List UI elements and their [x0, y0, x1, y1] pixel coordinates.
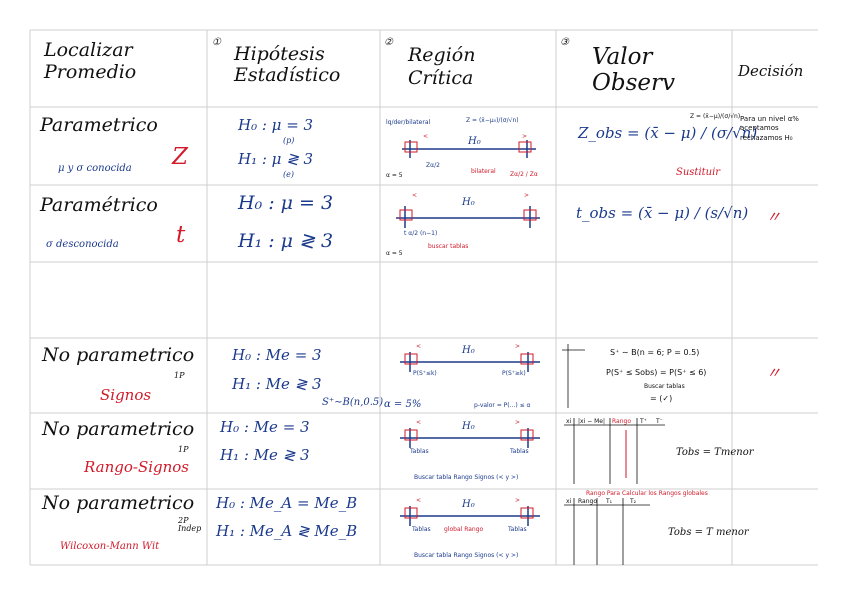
row6-rc-mid: global Rango	[444, 526, 484, 533]
row4-h0: H₀ : Me = 3	[232, 346, 322, 364]
row2-rc-right: >	[524, 192, 530, 199]
row2-rc-h0: H₀	[462, 197, 475, 208]
row4-rc-b2: P(S⁺≥k)	[502, 370, 526, 377]
row5-h1: H₁ : Me ≷ 3	[220, 446, 310, 464]
row1-h1: H₁ : μ ≷ 3	[238, 150, 314, 168]
header-hipotesis: Hipótesis Estadístico	[234, 43, 341, 86]
row6-rc-left: <	[416, 497, 422, 504]
row2-h0: H₀ : μ = 3	[238, 192, 334, 214]
row5-col-1: xi	[566, 418, 572, 425]
row4-val-note: Buscar tablas	[644, 383, 685, 390]
row1-rc-b2: bilateral	[471, 168, 496, 175]
row5-rc-left: <	[416, 419, 422, 426]
row4-rc-b1: P(S⁺≤k)	[413, 370, 437, 377]
row6-rc-note: Buscar tabla Rango Signos (< y >)	[414, 552, 519, 559]
row5-val-note: Tobs = Tmenor	[676, 447, 754, 458]
row5-col-3: Rango	[612, 418, 631, 425]
row6-h1: H₁ : Me_A ≷ Me_B	[216, 522, 358, 540]
header-num-2: ②	[384, 37, 393, 48]
row1-rc-h0: H₀	[468, 136, 481, 147]
row2-rc-b2: buscar tablas	[428, 243, 469, 250]
row6-rc-b2: Tablas	[508, 526, 527, 533]
row2-sub: σ desconocida	[46, 239, 119, 250]
row2-h1: H₁ : μ ≷ 3	[238, 230, 334, 252]
header-num-1: ①	[212, 37, 221, 48]
row5-rc-h0: H₀	[462, 421, 475, 432]
row1-val: Z_obs = (x̄ − μ) / (σ/√n)	[578, 124, 758, 142]
row1-val-note: Sustituir	[676, 167, 721, 178]
row6-val-note: Tobs = T menor	[668, 527, 749, 538]
row6-rc-b1: Tablas	[412, 526, 431, 533]
row1-title: Parametrico	[40, 114, 158, 136]
row4-tag: 1P	[174, 371, 185, 380]
row6-sub: Wilcoxon-Mann Wit	[60, 541, 160, 552]
row5-col-4: T⁺	[640, 418, 647, 425]
row1-h0: H₀ : μ = 3	[238, 116, 314, 134]
header-num-3: ③	[560, 37, 569, 48]
row5-rc-note: Buscar tabla Rango Signos (< y >)	[414, 474, 519, 481]
row5-sub: Rango-Signos	[84, 458, 190, 476]
row4-title: No parametrico	[42, 344, 195, 366]
row1-decision: Para un nivel α% aceptamos rechazamos H₀	[740, 115, 799, 142]
header-localizar: Localizar Promedio	[44, 39, 137, 83]
row1-sub: μ y σ conocida	[58, 163, 132, 174]
row4-dist: S⁺∼B(n,0.5)	[322, 397, 384, 408]
row4-h1: H₁ : Me ≷ 3	[232, 375, 322, 393]
row2-rc-left: <	[412, 192, 418, 199]
row6-rc-h0: H₀	[462, 499, 475, 510]
row2-val: t_obs = (x̄ − μ) / (s/√n)	[576, 204, 749, 222]
row1-h1-note: (e)	[283, 170, 294, 179]
row1-rc-b3: Zα/2 / Zα	[510, 171, 538, 178]
row1-rc-alpha: α = 5	[386, 172, 403, 179]
row4-rc-h0: H₀	[462, 345, 475, 356]
header-valor-observ: Valor Observ	[592, 44, 675, 97]
header-decision: Decisión	[738, 62, 804, 80]
row4-rc-left: <	[416, 343, 422, 350]
row6-col-3: T₁	[606, 498, 613, 505]
row2-rc-alpha: α = 5	[386, 250, 403, 257]
row5-h0: H₀ : Me = 3	[220, 418, 310, 436]
row5-rc-right: >	[515, 419, 521, 426]
row4-val-2: P(S⁺ ≤ Sobs) = P(S⁺ ≤ 6)	[606, 368, 707, 377]
row5-col-5: T⁻	[656, 418, 663, 425]
row4-rc-right: >	[515, 343, 521, 350]
row6-rc-right: >	[515, 497, 521, 504]
row1-rc-right: >	[522, 133, 528, 140]
row5-rc-b2: Tablas	[510, 448, 529, 455]
row6-val-top: Rango Para Calcular los Rangos globales	[586, 490, 708, 497]
row6-col-2: Rango	[578, 498, 597, 505]
row4-val-1: S⁺ ∼ B(n = 6; P = 0.5)	[610, 348, 700, 357]
row2-decision: 〃	[766, 208, 782, 226]
row6-h0: H₀ : Me_A = Me_B	[216, 494, 358, 512]
row4-sub: Signos	[100, 386, 152, 404]
row1-rc-left: <	[423, 133, 429, 140]
row4-rc-note: p-valor = P(...) ≤ α	[474, 402, 531, 409]
row5-title: No parametrico	[42, 418, 195, 440]
row5-rc-b1: Tablas	[410, 448, 429, 455]
row1-h0-note: (p)	[283, 136, 295, 145]
header-region-critica: Región Crítica	[408, 44, 476, 89]
row6-title: No parametrico	[42, 492, 195, 514]
row6-tag: 2P Indep	[178, 516, 202, 533]
row2-stat: t	[176, 222, 186, 248]
row2-rc-b1: t α/2 (n−1)	[404, 230, 438, 237]
row6-col-1: xi	[566, 498, 572, 505]
row2-title: Paramétrico	[40, 194, 158, 216]
row4-decision: 〃	[766, 364, 782, 382]
row6-col-4: T₂	[630, 498, 637, 505]
row1-rc-b1: Zα/2	[426, 162, 440, 169]
row1-rc-top: lq/der/bilateral	[386, 119, 431, 126]
row4-rc-alpha: α = 5%	[384, 399, 422, 410]
row1-val-side: Z = (x̄−μ)/(σ/√n)	[690, 113, 741, 120]
row5-tag: 1P	[178, 445, 189, 454]
row1-rc-formula: Z = (x̄−μ₀)/(σ/√n)	[466, 117, 519, 124]
row1-stat: Z	[172, 144, 188, 170]
row5-col-2: |xi − Me|	[578, 418, 605, 425]
row4-val-3: = (✓)	[650, 394, 673, 403]
